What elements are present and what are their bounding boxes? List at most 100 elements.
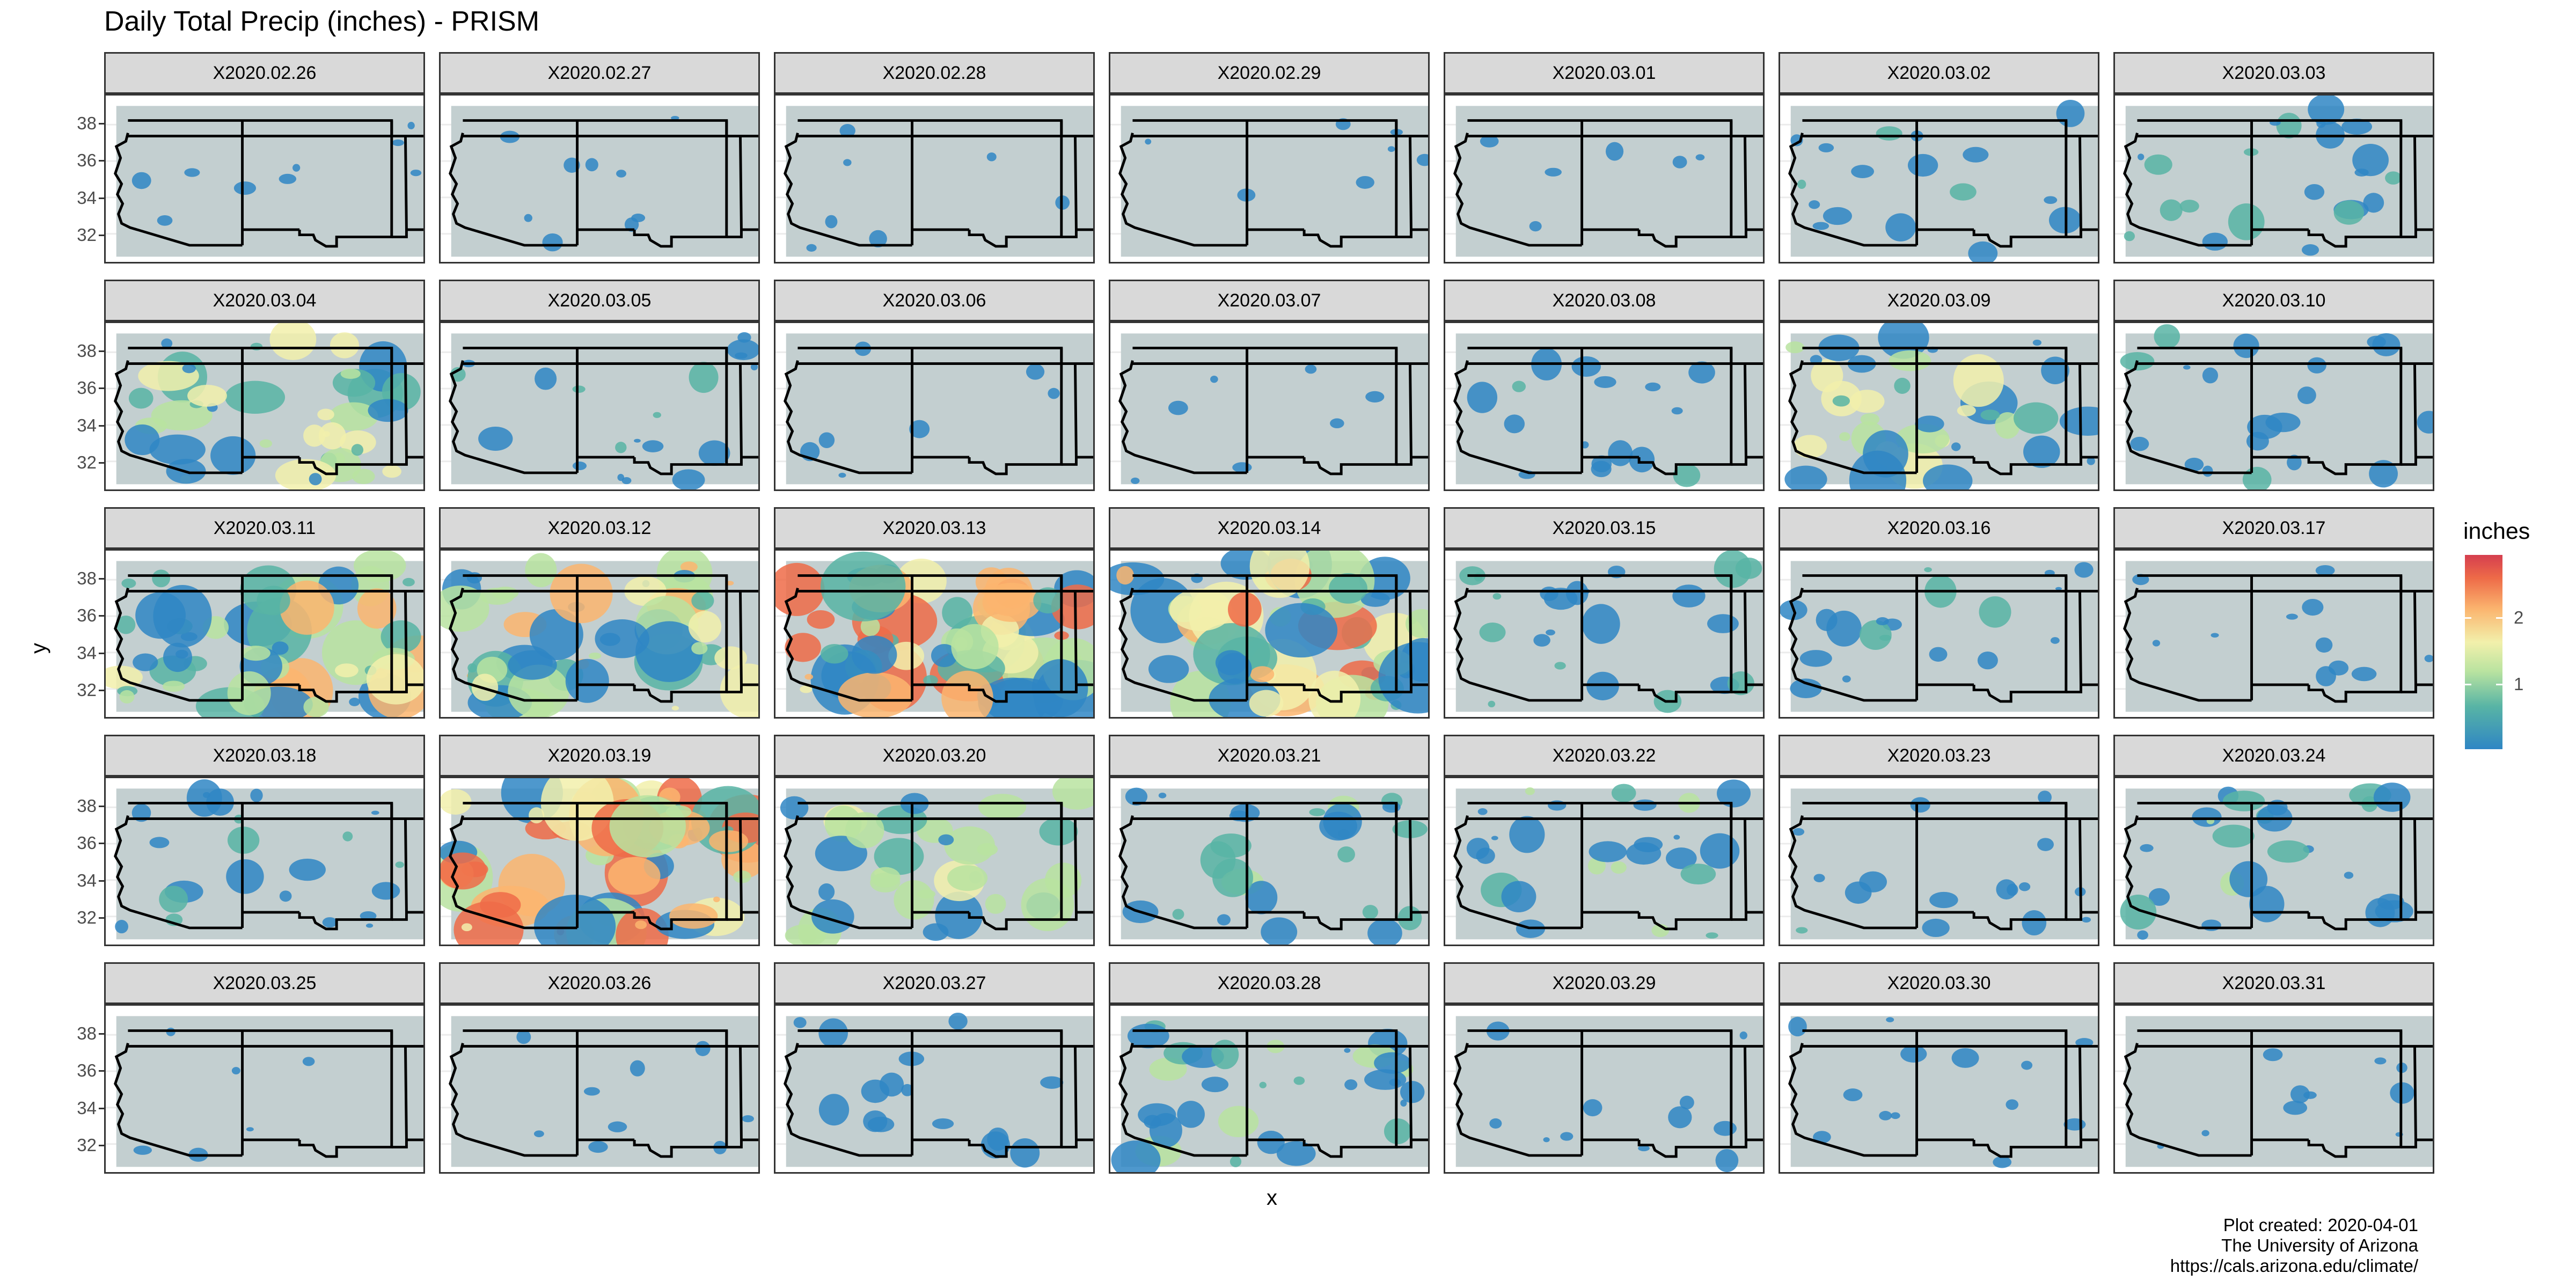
precip-cell bbox=[2290, 1085, 2310, 1103]
precip-cell bbox=[1980, 409, 2000, 421]
state-border bbox=[114, 360, 243, 474]
precip-cell bbox=[1671, 407, 1683, 415]
precip-cell bbox=[941, 670, 993, 717]
precip-cell bbox=[1605, 142, 1624, 161]
precip-cell bbox=[2032, 339, 2041, 346]
y-tick-mark bbox=[99, 1070, 104, 1072]
precip-cell bbox=[1793, 435, 1827, 458]
precip-cell bbox=[2344, 872, 2354, 879]
state-border bbox=[633, 1139, 728, 1158]
precip-cell bbox=[1227, 592, 1262, 627]
precip-cell bbox=[870, 867, 901, 888]
precip-cell bbox=[131, 172, 151, 189]
facet-strip: X2020.03.01 bbox=[1444, 52, 1765, 94]
precip-cell bbox=[1792, 828, 1805, 836]
precip-cell bbox=[1826, 610, 1862, 647]
state-border bbox=[114, 1043, 243, 1157]
precip-cell bbox=[1672, 584, 1706, 608]
precip-cell bbox=[1811, 359, 1843, 392]
precip-cell bbox=[671, 706, 679, 711]
precip-cell bbox=[806, 244, 817, 252]
precip-cell bbox=[1265, 603, 1338, 658]
y-tick-mark bbox=[99, 387, 104, 390]
state-border bbox=[1731, 818, 1747, 921]
precip-map bbox=[1445, 551, 1763, 713]
precip-cell bbox=[2316, 666, 2336, 686]
precip-cell bbox=[149, 434, 206, 465]
precip-cell bbox=[691, 591, 714, 610]
precip-cell bbox=[634, 438, 641, 443]
precip-cell bbox=[2267, 840, 2310, 863]
precip-cell bbox=[1679, 1095, 1694, 1110]
y-tick-label: 34 bbox=[77, 1097, 97, 1118]
precip-cell bbox=[410, 170, 422, 177]
precip-cell bbox=[542, 233, 563, 252]
precip-cell bbox=[1362, 905, 1378, 919]
precip-cell bbox=[2286, 613, 2298, 620]
precip-cell bbox=[1672, 156, 1687, 169]
precip-cell bbox=[187, 385, 227, 407]
precip-cell bbox=[292, 164, 301, 172]
y-tick-mark bbox=[99, 880, 104, 882]
precip-cell bbox=[1571, 356, 1601, 377]
raster-background bbox=[786, 106, 1093, 257]
raster-background bbox=[1121, 106, 1428, 257]
precip-cell bbox=[1668, 1106, 1692, 1129]
precip-map bbox=[775, 106, 1093, 257]
precip-cell bbox=[2233, 333, 2259, 358]
precip-cell bbox=[121, 578, 136, 588]
precip-cell bbox=[1715, 1149, 1739, 1172]
caption-url: https://cals.arizona.edu/climate/ bbox=[2170, 1256, 2418, 1276]
precip-cell bbox=[1589, 841, 1627, 862]
precip-map bbox=[1780, 99, 2098, 262]
precip-cell bbox=[2283, 1101, 2308, 1115]
state-border bbox=[1061, 363, 1078, 466]
precip-cell bbox=[1863, 430, 1908, 478]
state-border bbox=[1118, 360, 1247, 474]
state-border bbox=[298, 912, 393, 931]
precip-cell bbox=[1479, 622, 1506, 642]
state-border bbox=[1302, 684, 1398, 703]
precip-cell bbox=[888, 641, 925, 670]
state-border bbox=[2307, 684, 2403, 703]
precip-cell bbox=[616, 170, 627, 178]
precip-cell bbox=[2302, 598, 2324, 616]
precip-cell bbox=[869, 230, 887, 248]
raster-background bbox=[1455, 106, 1763, 257]
precip-cell bbox=[750, 363, 758, 371]
precip-cell bbox=[1979, 596, 2011, 628]
precip-cell bbox=[1249, 690, 1284, 717]
precip-map bbox=[1110, 333, 1428, 485]
y-tick-label: 36 bbox=[77, 150, 97, 171]
precip-cell bbox=[2301, 244, 2319, 256]
precip-cell bbox=[1645, 382, 1661, 392]
precip-cell bbox=[804, 674, 814, 680]
precip-cell bbox=[680, 561, 698, 573]
facet-strip: X2020.03.17 bbox=[2113, 507, 2434, 549]
state-border bbox=[2307, 229, 2403, 248]
precip-cell bbox=[1210, 375, 1218, 383]
precip-cell bbox=[1889, 350, 1931, 371]
precip-cell bbox=[1010, 1138, 1040, 1168]
precip-cell bbox=[901, 1084, 913, 1096]
precip-cell bbox=[2202, 232, 2228, 251]
precip-cell bbox=[2212, 824, 2255, 848]
precip-cell bbox=[1364, 1069, 1407, 1090]
precip-cell bbox=[2373, 782, 2411, 812]
precip-cell bbox=[2377, 894, 2404, 910]
precip-cell bbox=[407, 122, 415, 129]
precip-cell bbox=[334, 663, 358, 678]
precip-cell bbox=[1533, 634, 1550, 647]
precip-cell bbox=[1365, 391, 1385, 402]
precip-cell bbox=[340, 368, 361, 379]
precip-cell bbox=[360, 911, 377, 921]
precip-map bbox=[2115, 1016, 2433, 1167]
state-border bbox=[968, 457, 1063, 475]
y-tick-label: 36 bbox=[77, 1060, 97, 1081]
precip-cell bbox=[1525, 787, 1535, 795]
precip-cell bbox=[1217, 914, 1231, 926]
precip-cell bbox=[233, 181, 257, 195]
facet-strip: X2020.03.12 bbox=[439, 507, 760, 549]
precip-cell bbox=[1739, 1031, 1747, 1040]
precip-cell bbox=[2021, 1060, 2033, 1070]
